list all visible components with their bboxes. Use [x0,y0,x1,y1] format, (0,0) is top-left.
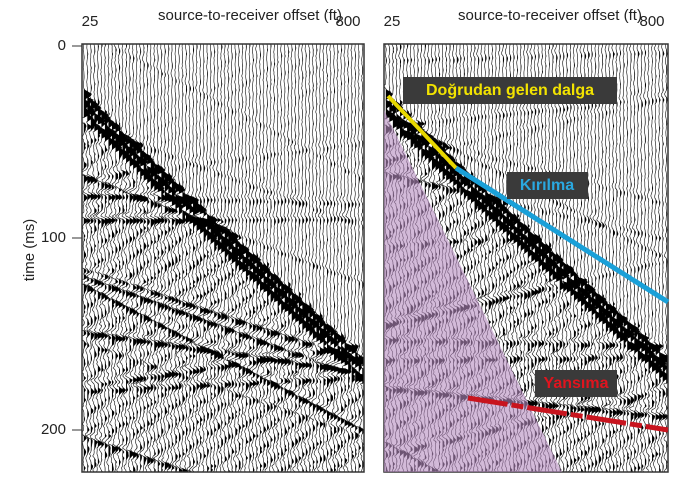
trace [288,40,298,474]
annotation: Doğrudan gelen dalga [426,82,594,99]
x-axis-label: source-to-receiver offset (ft) [158,7,342,24]
trace [278,40,288,474]
y-axis-label: time (ms) [21,219,38,282]
trace [360,40,373,474]
x-tick-label: 800 [335,13,360,30]
trace-fill [666,40,673,475]
trace [333,40,347,474]
y-tick-label: 200 [41,421,66,438]
x-axis-label: source-to-receiver offset (ft) [458,7,642,24]
y-tick-label: 100 [41,229,66,246]
trace [284,40,295,474]
trace-fill [190,40,200,475]
trace-fill [278,40,286,475]
x-tick-label: 25 [82,13,99,30]
x-tick-label: 25 [384,13,401,30]
annotation: Kırılma [520,177,574,194]
trace [105,40,117,474]
trace-fill [281,40,287,475]
trace [111,40,123,474]
trace [298,40,309,474]
trace [126,40,140,474]
trace-fill [652,40,660,475]
x-tick-label: 800 [639,13,664,30]
figure: source-to-receiver offset (ft) 25 800 so… [0,0,682,481]
trace [614,40,623,474]
trace [160,40,172,474]
trace [182,40,195,474]
trace [115,40,126,474]
trace-fill [179,40,189,475]
annotation: Yansıma [544,375,609,392]
seismic-left [78,40,373,475]
y-tick-label: 0 [58,37,66,54]
trace-fill [105,40,111,475]
trace [168,40,179,474]
trace [352,40,362,474]
trace [656,40,666,474]
trace-fill [288,40,295,475]
trace-fill [663,40,671,475]
trace [624,40,635,474]
trace-fill [214,40,220,475]
trace [651,40,662,474]
trace [306,40,316,474]
trace [646,40,656,474]
